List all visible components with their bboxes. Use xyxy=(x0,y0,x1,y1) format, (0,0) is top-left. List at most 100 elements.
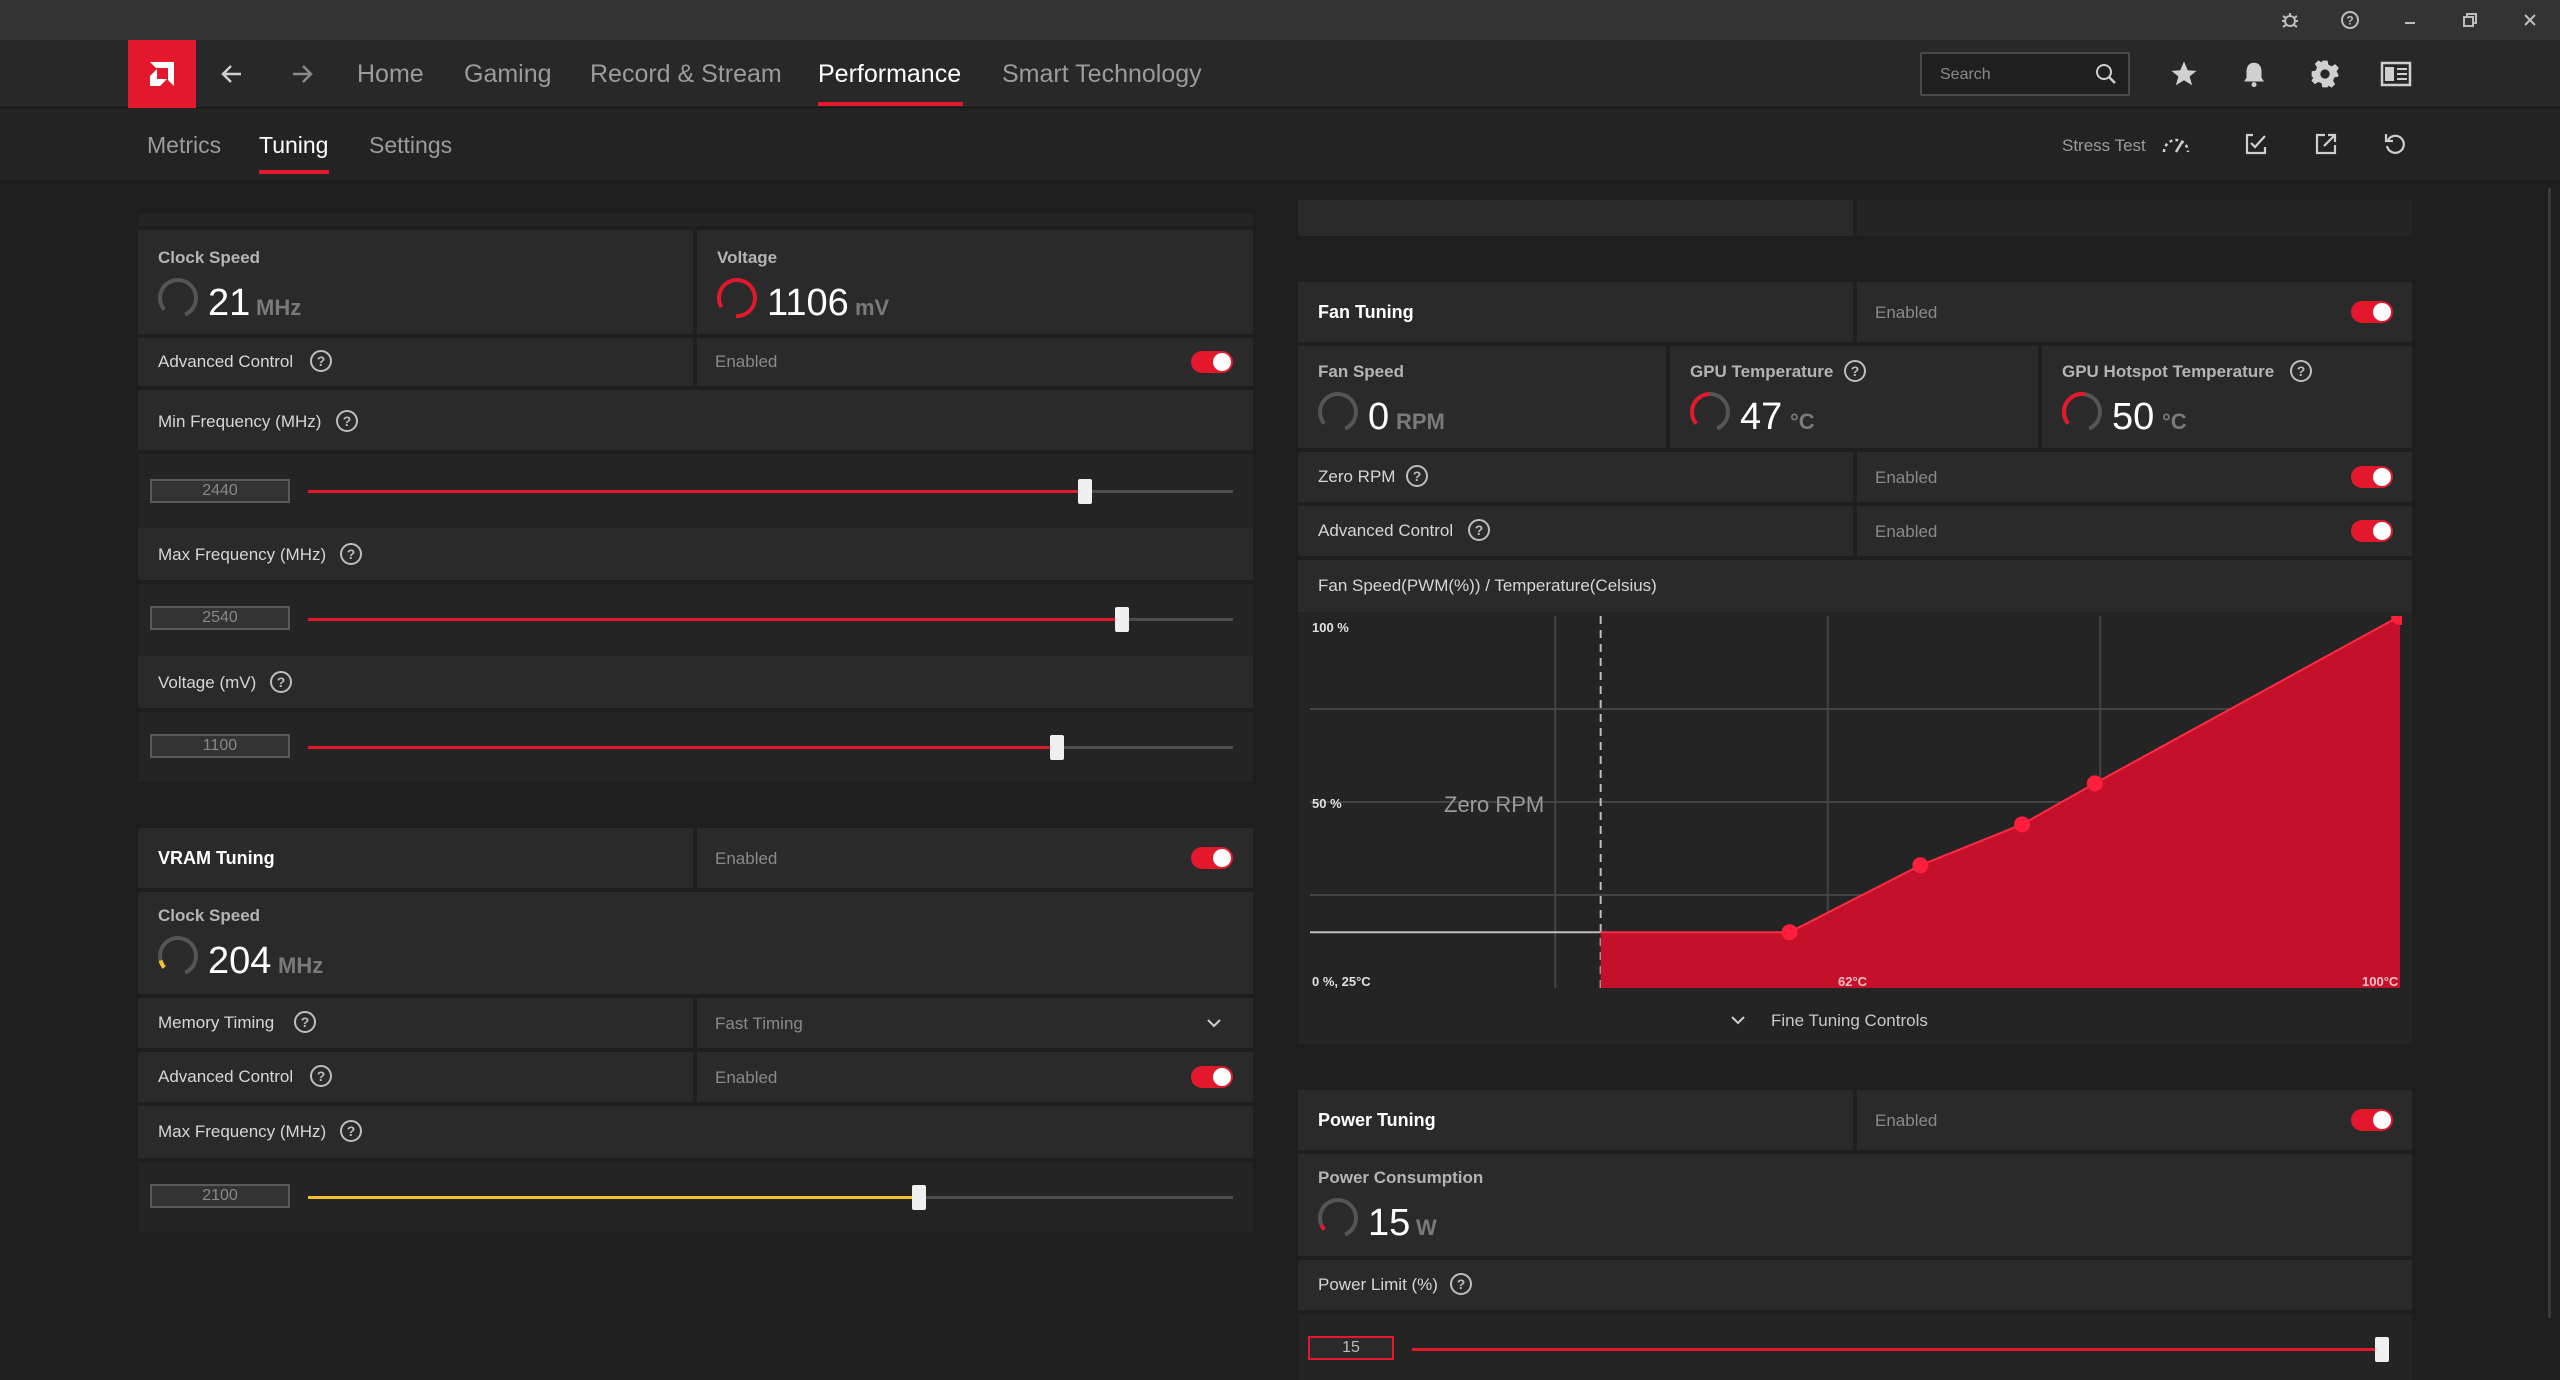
forward-arrow-icon[interactable] xyxy=(284,56,320,92)
gpu-hotspot-temperature-unit: °C xyxy=(2162,409,2187,434)
fan-curve-points[interactable] xyxy=(1781,616,2402,941)
fine-tuning-controls-label[interactable]: Fine Tuning Controls xyxy=(1771,1011,1928,1030)
nav-gaming[interactable]: Gaming xyxy=(464,60,552,88)
zero-rpm-zone-label: Zero RPM xyxy=(1444,792,1545,817)
gpu-clock-speed-tile: Clock Speed 21 MHz xyxy=(138,230,693,334)
min-frequency-slider[interactable] xyxy=(308,479,1233,504)
help-icon[interactable]: ? xyxy=(310,1065,332,1087)
fan-tuning-title: Fan Tuning xyxy=(1318,302,1414,322)
max-frequency-label: Max Frequency (MHz) xyxy=(158,545,327,564)
chevron-down-icon[interactable] xyxy=(1728,1010,1748,1030)
nav-smart-technology[interactable]: Smart Technology xyxy=(1002,60,1202,88)
vram-advanced-control-toggle-row: Enabled xyxy=(697,1052,1253,1102)
fan-curve-area xyxy=(1600,616,2401,988)
power-limit-slider-thumb[interactable] xyxy=(2375,1337,2389,1362)
power-consumption-unit: W xyxy=(1416,1215,1437,1240)
close-icon[interactable] xyxy=(2514,4,2546,36)
help-icon[interactable]: ? xyxy=(336,410,358,432)
min-frequency-input[interactable]: 2440 xyxy=(150,479,290,503)
memory-timing-value[interactable]: Fast Timing xyxy=(715,1014,803,1033)
import-profile-icon[interactable] xyxy=(2240,128,2272,160)
help-icon[interactable]: ? xyxy=(310,350,332,372)
vram-max-frequency-input[interactable]: 2100 xyxy=(150,1184,290,1208)
nav-record-stream[interactable]: Record & Stream xyxy=(590,60,782,88)
minimize-icon[interactable] xyxy=(2394,4,2426,36)
fan-advanced-control-toggle[interactable] xyxy=(2351,520,2393,542)
fan-curve-point[interactable] xyxy=(2014,816,2031,833)
fan-speed-unit: RPM xyxy=(1396,409,1445,434)
tab-settings[interactable]: Settings xyxy=(369,132,453,158)
max-frequency-input[interactable]: 2540 xyxy=(150,606,290,630)
gpu-advanced-control-toggle[interactable] xyxy=(1191,351,1233,373)
help-icon[interactable]: ? xyxy=(340,543,362,565)
star-icon[interactable] xyxy=(2164,54,2204,94)
fan-curve-point[interactable] xyxy=(1781,924,1798,941)
help-icon[interactable]: ? xyxy=(270,671,292,693)
power-limit-slider[interactable] xyxy=(1412,1337,2389,1362)
search-icon[interactable] xyxy=(2094,62,2118,86)
stress-test-gauge-icon[interactable] xyxy=(2160,128,2192,160)
zero-rpm-row: Zero RPM ? xyxy=(1298,452,1853,502)
fan-tuning-toggle[interactable] xyxy=(2351,301,2393,323)
min-frequency-slider-thumb[interactable] xyxy=(1078,479,1092,504)
vram-max-frequency-slider-thumb[interactable] xyxy=(911,1185,926,1210)
vram-tuning-toggle[interactable] xyxy=(1191,847,1233,869)
gpu-voltage-tile: Voltage 1106 mV xyxy=(697,230,1253,334)
sidebar-panel-icon[interactable] xyxy=(2376,54,2416,94)
zero-rpm-toggle[interactable] xyxy=(2351,466,2393,488)
vram-advanced-control-toggle[interactable] xyxy=(1191,1066,1233,1088)
nav-performance[interactable]: Performance xyxy=(818,60,962,88)
help-icon[interactable]: ? xyxy=(2290,360,2312,382)
help-icon[interactable]: ? xyxy=(1844,360,1866,382)
help-icon[interactable]: ? xyxy=(340,1120,362,1142)
voltage-control-slider[interactable] xyxy=(308,735,1233,760)
chevron-down-icon[interactable] xyxy=(1205,1014,1223,1032)
voltage-control-input[interactable]: 1100 xyxy=(150,734,290,758)
restore-icon[interactable] xyxy=(2454,4,2486,36)
search-box[interactable]: Search xyxy=(1920,52,2130,96)
fan-curve-point[interactable] xyxy=(2391,616,2402,625)
max-frequency-slider[interactable] xyxy=(308,607,1233,632)
help-icon[interactable]: ? xyxy=(1450,1273,1472,1295)
gpu-temperature-value: 47 xyxy=(1740,396,1783,438)
fan-advanced-control-toggle-row: Enabled xyxy=(1857,506,2412,556)
voltage-control-slider-row: 1100 xyxy=(138,712,1253,782)
max-frequency-slider-thumb[interactable] xyxy=(1115,607,1129,632)
power-tuning-toggle[interactable] xyxy=(2351,1109,2393,1131)
memory-timing-dropdown[interactable]: Fast Timing xyxy=(697,998,1253,1048)
power-tuning-title: Power Tuning xyxy=(1318,1110,1436,1130)
voltage-control-header: Voltage (mV) ? xyxy=(138,656,1253,708)
back-arrow-icon[interactable] xyxy=(214,56,250,92)
reset-icon[interactable] xyxy=(2379,128,2411,160)
fine-tuning-controls-row[interactable]: Fine Tuning Controls xyxy=(1298,996,2412,1044)
help-icon[interactable]: ? xyxy=(294,1011,316,1033)
gpu-clock-speed-label: Clock Speed xyxy=(158,248,261,267)
nav-home[interactable]: Home xyxy=(357,60,424,88)
voltage-control-slider-thumb[interactable] xyxy=(1050,735,1065,760)
bug-icon[interactable] xyxy=(2274,4,2306,36)
vram-tuning-header: VRAM Tuning xyxy=(138,828,693,888)
gpu-hotspot-temperature-label: GPU Hotspot Temperature xyxy=(2062,362,2275,381)
fan-tuning-toggle-row: Enabled xyxy=(1857,282,2412,342)
fan-curve-point[interactable] xyxy=(2086,775,2103,792)
help-icon[interactable]: ? xyxy=(1468,519,1490,541)
vram-max-frequency-slider[interactable] xyxy=(308,1185,1233,1210)
help-icon[interactable]: ? xyxy=(1406,465,1428,487)
help-circle-icon[interactable]: ? xyxy=(2334,4,2366,36)
fan-curve-chart[interactable] xyxy=(1308,616,2402,992)
vram-tuning-state: Enabled xyxy=(715,849,778,868)
scrollbar[interactable] xyxy=(2548,188,2551,1318)
vram-clock-speed-value: 204 xyxy=(208,940,272,982)
fan-curve-point[interactable] xyxy=(1912,857,1929,874)
power-limit-input[interactable]: 15 xyxy=(1308,1336,1394,1360)
search-input[interactable]: Search xyxy=(1940,66,1991,83)
power-tuning-toggle-row: Enabled xyxy=(1857,1090,2412,1150)
tab-tuning[interactable]: Tuning xyxy=(259,132,329,158)
amd-logo-icon[interactable] xyxy=(128,40,196,108)
right-card-remnant-2 xyxy=(1857,200,2412,236)
export-profile-icon[interactable] xyxy=(2310,128,2342,160)
tab-metrics[interactable]: Metrics xyxy=(147,132,222,158)
stress-test-label[interactable]: Stress Test xyxy=(2062,136,2146,155)
bell-icon[interactable] xyxy=(2234,54,2274,94)
gear-icon[interactable] xyxy=(2305,54,2345,94)
